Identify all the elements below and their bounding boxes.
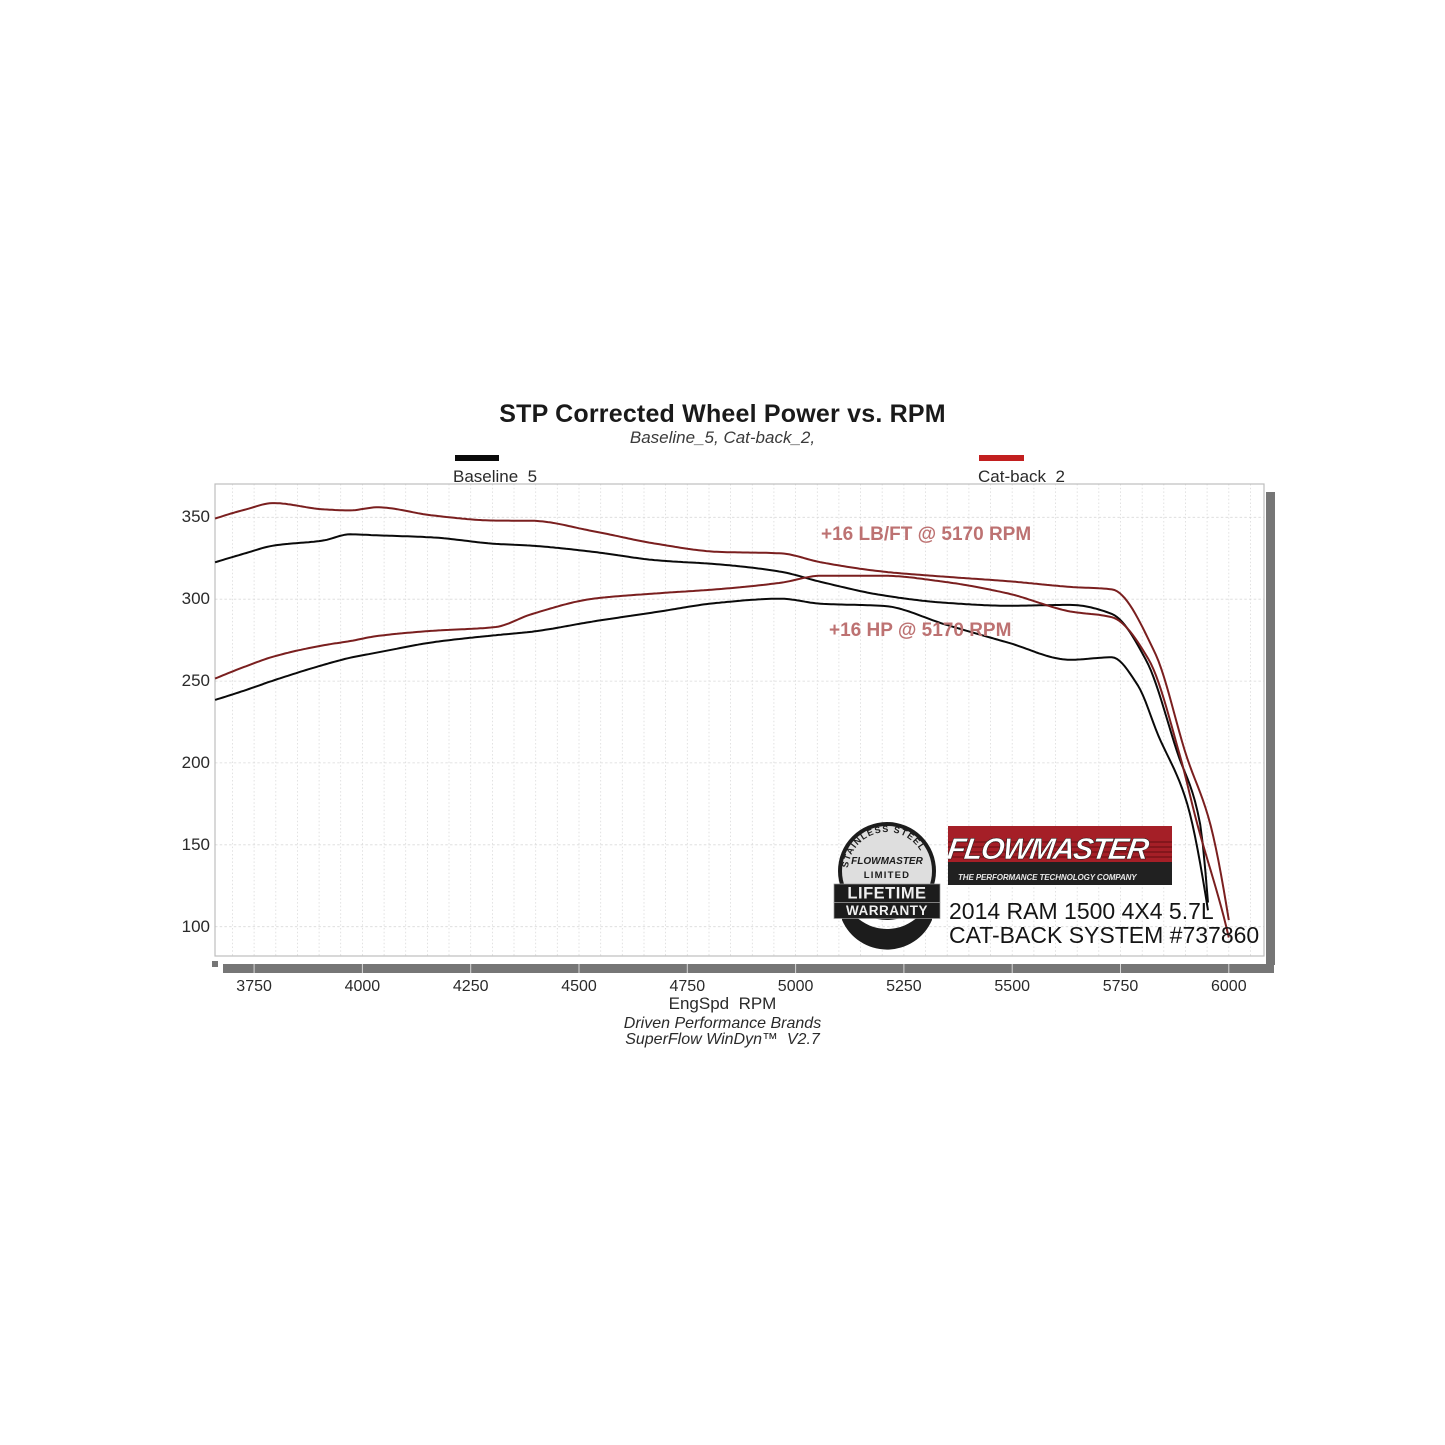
svg-text:2014 RAM 1500 4X4 5.7L: 2014 RAM 1500 4X4 5.7L <box>949 898 1214 924</box>
svg-text:LIFETIME: LIFETIME <box>847 885 926 903</box>
svg-text:FLOWMASTER: FLOWMASTER <box>945 833 1151 866</box>
svg-text:WARRANTY: WARRANTY <box>846 903 928 918</box>
svg-text:THE PERFORMANCE TECHNOLOGY COM: THE PERFORMANCE TECHNOLOGY COMPANY <box>958 873 1137 882</box>
svg-text:CAT-BACK SYSTEM #737860: CAT-BACK SYSTEM #737860 <box>949 922 1259 948</box>
svg-text:+16 LB/FT @ 5170 RPM: +16 LB/FT @ 5170 RPM <box>821 524 1031 545</box>
svg-text:+16 HP @ 5170 RPM: +16 HP @ 5170 RPM <box>829 620 1011 641</box>
svg-text:LIMITED: LIMITED <box>864 870 910 881</box>
svg-text:FLOWMASTER: FLOWMASTER <box>851 856 923 867</box>
